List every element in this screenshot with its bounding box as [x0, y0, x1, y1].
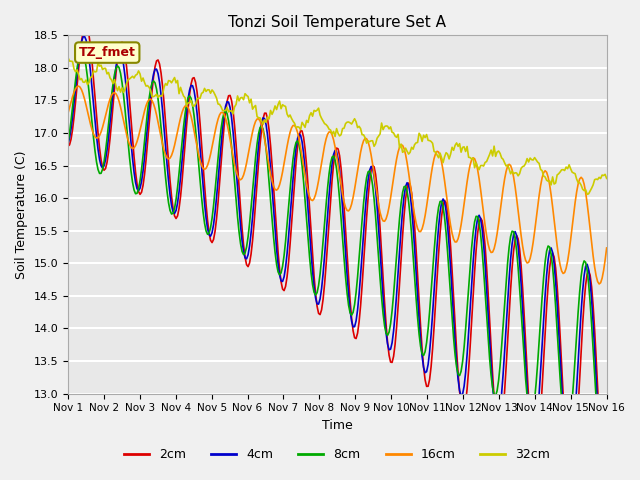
- 2cm: [132, 169, 140, 175]
- 2cm: [253, 180, 261, 186]
- 2cm: [64, 143, 72, 149]
- 2cm: [82, 22, 90, 27]
- 8cm: [132, 191, 140, 197]
- Line: 2cm: 2cm: [68, 24, 607, 480]
- 2cm: [244, 264, 252, 269]
- Line: 16cm: 16cm: [68, 86, 607, 284]
- 4cm: [253, 158, 261, 164]
- 32cm: [300, 122, 307, 128]
- 4cm: [574, 360, 582, 365]
- 32cm: [243, 93, 250, 98]
- 16cm: [595, 281, 603, 287]
- Legend: 2cm, 4cm, 8cm, 16cm, 32cm: 2cm, 4cm, 8cm, 16cm, 32cm: [120, 443, 556, 466]
- 4cm: [301, 166, 309, 172]
- 8cm: [244, 234, 252, 240]
- 16cm: [603, 245, 611, 251]
- 32cm: [573, 176, 580, 182]
- 8cm: [603, 433, 611, 439]
- Text: TZ_fmet: TZ_fmet: [79, 46, 136, 59]
- 16cm: [244, 153, 252, 158]
- Y-axis label: Soil Temperature (C): Soil Temperature (C): [15, 150, 28, 279]
- 16cm: [132, 143, 140, 148]
- 2cm: [574, 405, 582, 410]
- 8cm: [598, 453, 606, 459]
- 32cm: [130, 75, 138, 81]
- 8cm: [574, 310, 582, 315]
- 32cm: [225, 109, 232, 115]
- 32cm: [583, 192, 591, 197]
- 32cm: [603, 176, 611, 181]
- 8cm: [77, 48, 85, 54]
- 8cm: [301, 197, 309, 203]
- X-axis label: Time: Time: [322, 419, 353, 432]
- 4cm: [64, 141, 72, 146]
- 2cm: [226, 93, 234, 98]
- Line: 8cm: 8cm: [68, 51, 607, 456]
- Line: 32cm: 32cm: [68, 58, 607, 194]
- 4cm: [244, 252, 252, 258]
- 8cm: [253, 141, 261, 147]
- 16cm: [253, 116, 261, 122]
- 4cm: [226, 105, 234, 110]
- Line: 4cm: 4cm: [68, 36, 607, 480]
- 8cm: [64, 140, 72, 146]
- 32cm: [64, 55, 72, 60]
- 8cm: [226, 129, 234, 135]
- 4cm: [81, 34, 88, 39]
- 16cm: [75, 83, 83, 89]
- 4cm: [132, 180, 140, 185]
- 2cm: [301, 146, 309, 152]
- 16cm: [64, 110, 72, 116]
- 16cm: [226, 136, 234, 142]
- 16cm: [301, 173, 309, 179]
- 16cm: [574, 181, 582, 187]
- 32cm: [252, 103, 259, 108]
- Title: Tonzi Soil Temperature Set A: Tonzi Soil Temperature Set A: [228, 15, 446, 30]
